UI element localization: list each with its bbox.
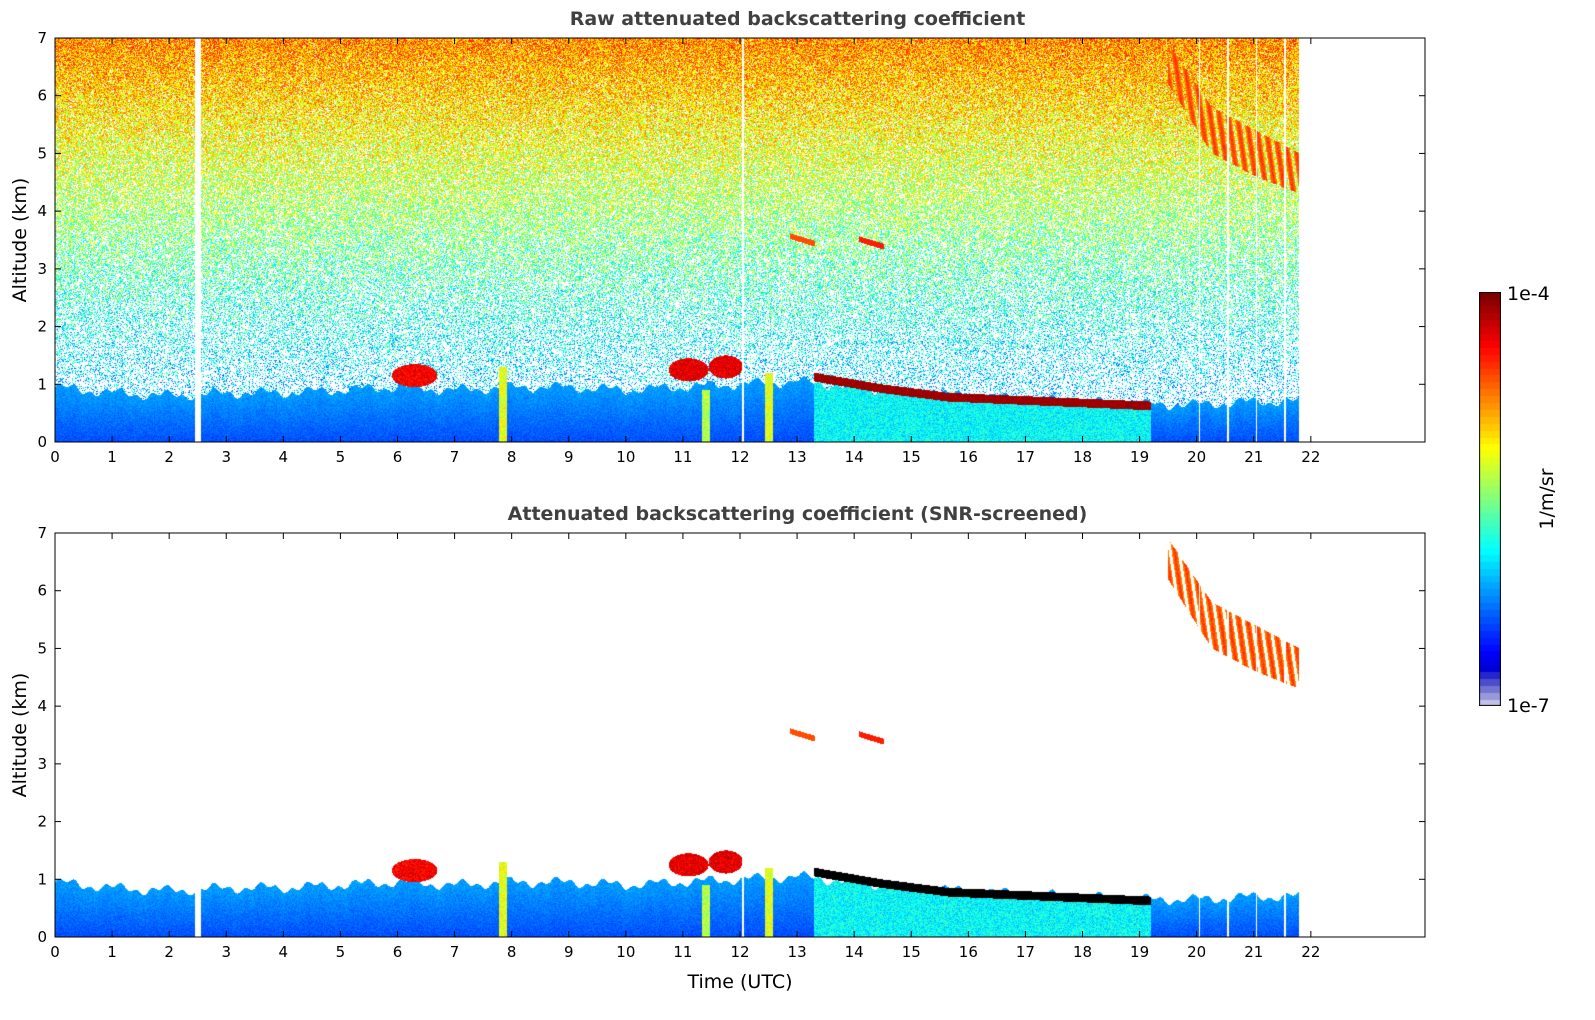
x-tick-label: 22	[1301, 448, 1320, 466]
heatmap-raw	[55, 38, 1425, 442]
x-tick-label: 17	[1016, 943, 1035, 961]
x-tick-label: 8	[507, 943, 517, 961]
x-tick-label: 10	[616, 943, 635, 961]
x-tick-label: 12	[730, 448, 749, 466]
y-tick-label: 2	[37, 813, 47, 831]
x-tick-label: 1	[107, 448, 117, 466]
x-tick-label: 9	[564, 943, 574, 961]
colorbar	[1479, 292, 1501, 706]
y-tick-label: 5	[37, 144, 47, 162]
x-tick-label: 7	[450, 448, 460, 466]
x-tick-label: 6	[393, 943, 403, 961]
x-tick-label: 20	[1187, 448, 1206, 466]
y-tick-label: 3	[37, 755, 47, 773]
x-tick-label: 11	[673, 448, 692, 466]
x-tick-label: 4	[279, 943, 289, 961]
y-tick-label: 4	[37, 202, 47, 220]
x-tick-label: 12	[730, 943, 749, 961]
y-tick-label: 5	[37, 639, 47, 657]
x-tick-label: 13	[788, 448, 807, 466]
x-tick-label: 19	[1130, 943, 1149, 961]
heatmap-screened	[55, 533, 1425, 937]
x-tick-label: 5	[336, 943, 346, 961]
x-tick-label: 2	[164, 943, 174, 961]
x-tick-label: 13	[788, 943, 807, 961]
colorbar-max-label: 1e-4	[1507, 283, 1550, 305]
chart-title-top: Raw attenuated backscattering coefficien…	[569, 8, 1026, 30]
x-tick-label: 1	[107, 943, 117, 961]
x-tick-label: 0	[50, 448, 60, 466]
x-tick-label: 16	[959, 943, 978, 961]
y-tick-label: 0	[37, 433, 47, 451]
y-tick-label: 6	[37, 582, 47, 600]
y-tick-label: 6	[37, 87, 47, 105]
x-tick-label: 14	[845, 448, 864, 466]
y-axis-label: Altitude (km)	[9, 673, 31, 798]
x-tick-label: 20	[1187, 943, 1206, 961]
x-tick-label: 9	[564, 448, 574, 466]
y-tick-label: 1	[37, 375, 47, 393]
y-tick-label: 4	[37, 697, 47, 715]
x-tick-label: 3	[221, 448, 231, 466]
x-tick-label: 19	[1130, 448, 1149, 466]
y-tick-label: 2	[37, 318, 47, 336]
plot-frame	[54, 532, 1426, 938]
x-tick-label: 14	[845, 943, 864, 961]
plot-frame	[54, 37, 1426, 443]
x-axis-label: Time (UTC)	[686, 971, 792, 993]
x-tick-label: 4	[279, 448, 289, 466]
chart-title-bottom: Attenuated backscattering coefficient (S…	[507, 503, 1088, 525]
colorbar-label: 1/m/sr	[1536, 468, 1558, 529]
x-tick-label: 5	[336, 448, 346, 466]
y-tick-label: 0	[37, 928, 47, 946]
x-tick-label: 0	[50, 943, 60, 961]
y-axis-label: Altitude (km)	[9, 178, 31, 303]
x-tick-label: 21	[1244, 448, 1263, 466]
x-tick-label: 18	[1073, 448, 1092, 466]
x-tick-label: 7	[450, 943, 460, 961]
x-tick-label: 21	[1244, 943, 1263, 961]
y-tick-label: 1	[37, 870, 47, 888]
x-tick-label: 11	[673, 943, 692, 961]
x-tick-label: 2	[164, 448, 174, 466]
x-tick-label: 8	[507, 448, 517, 466]
colorbar-min-label: 1e-7	[1507, 695, 1550, 717]
y-tick-label: 7	[37, 524, 47, 542]
x-tick-label: 15	[902, 943, 921, 961]
x-tick-label: 10	[616, 448, 635, 466]
x-tick-label: 18	[1073, 943, 1092, 961]
y-tick-label: 7	[37, 29, 47, 47]
x-tick-label: 6	[393, 448, 403, 466]
x-tick-label: 17	[1016, 448, 1035, 466]
x-tick-label: 22	[1301, 943, 1320, 961]
x-tick-label: 15	[902, 448, 921, 466]
x-tick-label: 16	[959, 448, 978, 466]
x-tick-label: 3	[221, 943, 231, 961]
y-tick-label: 3	[37, 260, 47, 278]
